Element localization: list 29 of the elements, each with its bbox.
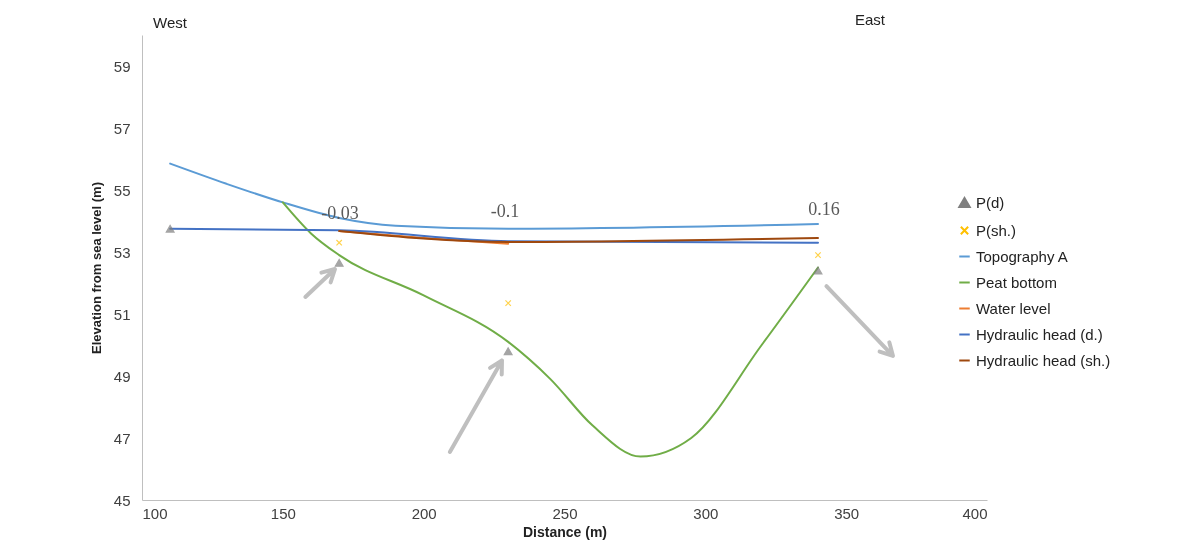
x-tick-label: 250 <box>552 504 578 522</box>
legend-label: Water level <box>976 299 1051 317</box>
x-tick-label: 400 <box>962 504 988 522</box>
y-tick-label: 51 <box>113 305 131 323</box>
text: East <box>855 11 886 28</box>
y-tick-label: 59 <box>113 57 131 75</box>
y-tick-label: 47 <box>113 429 131 447</box>
x-tick-label: 100 <box>142 504 168 522</box>
x-tick-label: 150 <box>270 504 296 522</box>
legend-label: Hydraulic head (sh.) <box>976 351 1111 369</box>
y-axis-title: Elevation from sea level (m) <box>88 182 104 354</box>
legend-label: Hydraulic head (d.) <box>976 325 1103 343</box>
annotation: -0.03 <box>321 203 359 223</box>
y-tick-label: 53 <box>113 243 131 261</box>
x-tick-label: 200 <box>411 504 437 522</box>
annotation: 0.16 <box>808 199 840 219</box>
text: West <box>153 14 188 31</box>
y-tick-label: 45 <box>113 491 131 509</box>
legend-label: P(d) <box>976 193 1005 211</box>
legend-label: P(sh.) <box>976 221 1017 239</box>
y-tick-label: 57 <box>113 119 131 137</box>
x-tick-label: 350 <box>834 504 860 522</box>
legend-label: Topography A <box>976 247 1068 265</box>
y-tick-label: 55 <box>113 181 131 199</box>
x-axis-title: Distance (m) <box>522 523 608 540</box>
legend-label: Peat bottom <box>976 273 1057 291</box>
annotation: -0.1 <box>490 201 520 221</box>
x-tick-label: 300 <box>693 504 719 522</box>
y-tick-label: 49 <box>113 367 131 385</box>
